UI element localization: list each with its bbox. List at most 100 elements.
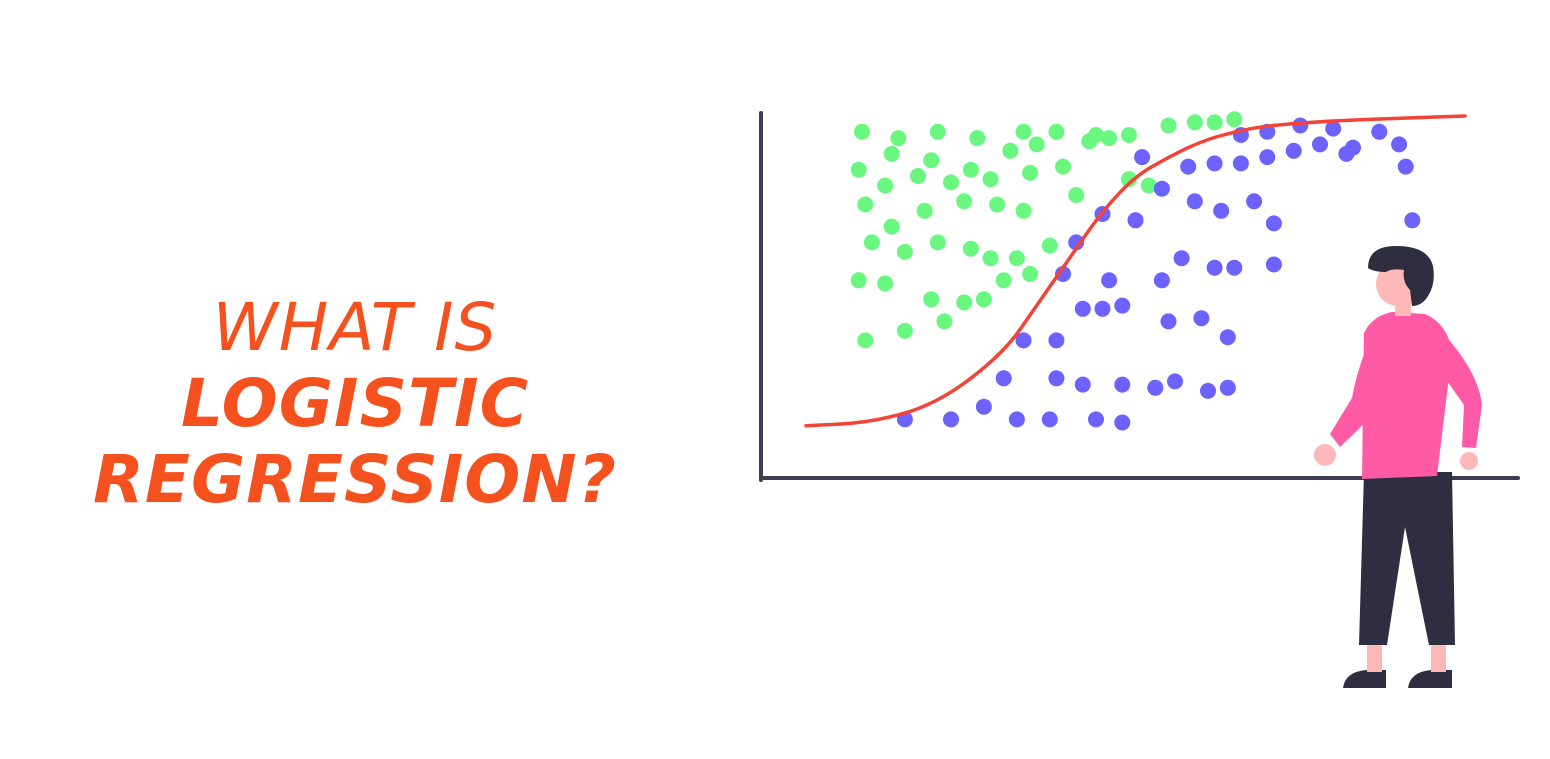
- left-ankle: [1367, 645, 1382, 672]
- class-b-point-22: [1219, 329, 1236, 346]
- class-b-point-17: [1074, 300, 1091, 317]
- headline: WHAT IS LOGISTIC REGRESSION?: [60, 295, 650, 523]
- class-b-point-53: [1397, 158, 1414, 175]
- class-a-point-43: [857, 332, 874, 349]
- class-b-point-34: [1186, 193, 1203, 210]
- class-b-point-29: [1226, 259, 1243, 276]
- class-a-point-31: [929, 234, 946, 251]
- class-b-point-32: [1127, 212, 1144, 229]
- class-a-point-16: [877, 177, 894, 194]
- class-a-point-25: [956, 193, 973, 210]
- class-a-point-26: [989, 196, 1006, 213]
- class-b-point-42: [1259, 149, 1276, 166]
- headline-line-what-is: WHAT IS: [212, 289, 498, 366]
- class-b-point-26: [1153, 272, 1170, 289]
- class-a-point-32: [962, 240, 979, 257]
- class-a-point-21: [1055, 158, 1071, 175]
- class-a-point-41: [995, 272, 1012, 289]
- class-a-point-38: [923, 291, 940, 308]
- class-a-point-3: [969, 130, 986, 147]
- class-b-point-39: [1180, 158, 1197, 175]
- class-a-point-1: [890, 130, 907, 147]
- class-a-point-44: [896, 322, 913, 339]
- class-a-point-39: [956, 294, 973, 311]
- class-b-point-20: [1160, 313, 1177, 330]
- class-b-point-15: [1015, 332, 1032, 349]
- class-a-point-33: [982, 250, 999, 267]
- class-b-point-12: [1167, 373, 1183, 390]
- scatter-chart: [759, 111, 1520, 482]
- class-b-point-18: [1094, 300, 1111, 317]
- class-a-point-40: [975, 291, 992, 308]
- class-a-point-8: [923, 152, 940, 169]
- class-a-point-37: [877, 275, 894, 292]
- class-a-point-30: [896, 243, 913, 260]
- class-b-point-35: [1213, 202, 1230, 219]
- class-b-point-1: [943, 411, 959, 428]
- class-b-point-50: [1345, 139, 1361, 156]
- scatter-points: [850, 111, 1421, 431]
- class-b-point-19: [1114, 297, 1131, 314]
- class-b-point-10: [1114, 376, 1131, 393]
- class-a-point-12: [1081, 133, 1098, 150]
- class-a-point-19: [982, 171, 999, 188]
- class-b-point-2: [975, 398, 992, 415]
- class-a-point-20: [1022, 164, 1039, 181]
- class-a-point-42: [1022, 266, 1039, 282]
- class-b-point-21: [1193, 310, 1210, 327]
- class-a-point-5: [1048, 123, 1065, 140]
- class-b-point-8: [1048, 370, 1065, 387]
- class-b-point-52: [1391, 136, 1408, 153]
- class-b-point-40: [1206, 155, 1223, 172]
- class-b-point-11: [1147, 379, 1164, 396]
- class-a-point-35: [1041, 237, 1058, 254]
- class-a-point-0: [854, 123, 870, 140]
- class-b-point-33: [1153, 180, 1170, 197]
- right-ankle: [1431, 645, 1446, 672]
- class-a-point-22: [857, 196, 874, 213]
- class-b-point-6: [1114, 414, 1131, 431]
- class-b-point-48: [1292, 117, 1309, 134]
- class-a-point-18: [943, 174, 959, 191]
- class-a-point-48: [1206, 114, 1223, 131]
- class-b-point-38: [1134, 149, 1151, 166]
- class-b-point-30: [1265, 256, 1282, 273]
- class-b-point-14: [1219, 379, 1236, 396]
- left-arm: [1330, 335, 1392, 447]
- class-a-point-24: [916, 202, 933, 219]
- class-b-point-24: [1068, 234, 1085, 251]
- class-a-point-34: [1008, 250, 1025, 267]
- class-b-point-16: [1048, 332, 1065, 349]
- class-a-point-47: [1186, 114, 1203, 131]
- class-a-point-23: [883, 218, 900, 235]
- class-a-point-2: [929, 123, 946, 140]
- class-b-point-13: [1200, 382, 1216, 399]
- class-a-point-4: [1015, 123, 1032, 140]
- class-b-point-3: [1008, 411, 1025, 428]
- class-a-point-10: [1002, 142, 1019, 159]
- class-b-point-49: [1325, 120, 1342, 137]
- hair: [1368, 246, 1434, 306]
- class-a-point-13: [1101, 130, 1118, 147]
- sigmoid-curve: [804, 114, 1467, 428]
- class-b-point-9: [1074, 376, 1091, 393]
- class-b-point-51: [1371, 123, 1388, 140]
- class-b-point-5: [1088, 411, 1104, 428]
- class-a-point-9: [962, 161, 979, 178]
- class-a-point-29: [863, 234, 880, 251]
- trousers: [1359, 472, 1455, 645]
- class-b-point-4: [1041, 411, 1058, 428]
- class-a-point-15: [850, 161, 867, 178]
- class-a-point-49: [1226, 111, 1243, 128]
- class-b-point-54: [1404, 212, 1421, 229]
- headline-line-regression: REGRESSION?: [93, 441, 617, 518]
- class-a-point-50: [1120, 171, 1137, 188]
- class-a-point-11: [1028, 136, 1045, 153]
- class-a-point-28: [1068, 187, 1085, 203]
- class-a-point-17: [910, 168, 926, 184]
- class-b-point-43: [1285, 142, 1302, 159]
- class-b-point-44: [1312, 136, 1328, 153]
- headline-line-logistic: LOGISTIC: [180, 365, 530, 442]
- class-b-point-36: [1246, 193, 1263, 210]
- class-b-point-41: [1232, 155, 1249, 172]
